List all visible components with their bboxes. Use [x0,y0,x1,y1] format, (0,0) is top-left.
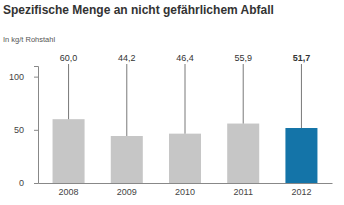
y-tick-mark [34,130,38,131]
data-label: 60,0 [60,53,78,63]
x-tick-label: 2010 [175,187,195,197]
x-tick-label: 2008 [59,187,79,197]
x-tick: 2012 [291,183,311,197]
x-tick-label: 2012 [291,187,311,197]
data-label: 55,9 [234,53,252,63]
y-tick: 50 [14,125,38,135]
bar [111,136,143,183]
y-tick-label: 100 [9,72,24,82]
x-tick: 2011 [234,183,253,197]
leader-line [301,64,302,128]
subtitle: In kg/t Rohstahl [3,35,55,44]
y-tick-label: 0 [19,178,24,188]
chart: Spezifische Menge an nicht gefährlichem … [0,0,344,205]
leader-line [243,64,244,124]
x-tick: 2009 [117,183,137,197]
x-axis: 2008 2009 2010 2011 2012 [39,183,333,197]
y-tick: 100 [9,72,38,82]
x-tick-label: 2011 [234,187,253,197]
plot: 0 50 100 2008 2009 2010 2011 2012 60,0 44,2 46,4 55… [9,53,333,197]
data-label: 44,2 [118,53,136,63]
x-axis-line [39,183,333,184]
y-axis: 0 50 100 [9,67,39,189]
data-label: 46,4 [176,53,194,63]
x-tick: 2008 [59,183,79,197]
bar [53,119,85,183]
bar [285,128,317,183]
data-label: 51,7 [293,53,311,63]
y-tick-label: 50 [14,125,24,135]
x-tick: 2010 [175,183,195,197]
y-tick-mark [34,183,38,184]
leader-line [68,64,69,119]
data-labels: 60,0 44,2 46,4 55,9 51,7 [60,53,310,136]
leader-line [185,64,186,134]
bar [169,134,201,183]
leader-line [126,64,127,136]
y-tick: 0 [19,178,38,188]
x-tick-label: 2009 [117,187,137,197]
title: Spezifische Menge an nicht gefährlichem … [3,3,274,17]
bar [227,124,259,183]
y-tick-mark [34,77,38,78]
y-axis-line [34,67,39,184]
